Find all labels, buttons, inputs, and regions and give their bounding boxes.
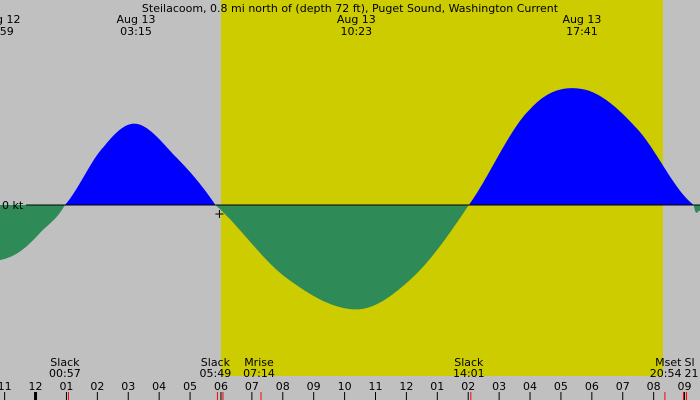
event-name-label: Slack [454,356,484,369]
ebb-area [215,205,469,310]
peak-time-label: 10:23 [340,25,372,38]
event-time-label: 14:01 [453,367,485,380]
peak-time-label: 03:15 [120,25,152,38]
ebb-area [693,205,700,213]
event-name-label: Sl [685,356,695,369]
peak-date-label: Aug 13 [337,13,376,26]
current-areas [0,88,700,310]
event-time-label: 21 [685,367,699,380]
hour-axis: 11 12 01 02 03 04 05 06 07 08 09 10 11 12 01 02 03 04 05 06… [0,380,692,400]
peak-date-label: g 12 [0,13,20,26]
hour-tick-label: 07 [616,380,630,393]
peak-time-label: 17:41 [566,25,598,38]
hour-tick-label: 11 [368,380,382,393]
hour-tick-label: 04 [152,380,166,393]
event-name-label: Slack [50,356,80,369]
hour-tick-label: 11 [0,380,12,393]
hour-tick-label: 12 [29,380,43,393]
event-time-label: 00:57 [49,367,81,380]
hour-tick-label: 06 [214,380,228,393]
flood-area [468,88,694,205]
hour-tick-label: 12 [399,380,413,393]
hour-tick-label: 09 [678,380,692,393]
event-name-label: Slack [201,356,231,369]
event-name-label: Mrise [244,356,274,369]
zero-kt-label: 0 kt [2,199,24,212]
hour-tick-label: 05 [554,380,568,393]
hour-tick-label: 08 [647,380,661,393]
hour-tick-label: 03 [121,380,135,393]
hour-tick-label: 06 [585,380,599,393]
hour-tick-label: 03 [492,380,506,393]
chart-title: Steilacoom, 0.8 mi north of (depth 72 ft… [142,2,559,15]
hour-tick-label: 04 [523,380,537,393]
ebb-area [0,205,65,261]
hour-tick-label: 02 [461,380,475,393]
hour-tick-label: 09 [307,380,321,393]
hour-tick-label: 01 [430,380,444,393]
peak-time-label: :59 [0,25,14,38]
flood-area [64,123,216,205]
crosshair-marker [215,210,224,218]
event-time-label: 20:54 [650,367,682,380]
event-time-label: 07:14 [243,367,275,380]
peak-date-label: Aug 13 [562,13,601,26]
hour-tick-label: 01 [59,380,73,393]
hour-tick-label: 08 [276,380,290,393]
hour-tick-label: 05 [183,380,197,393]
event-time-label: 05:49 [200,367,232,380]
hour-tick-label: 10 [338,380,352,393]
event-name-label: Mset [655,356,682,369]
peak-date-label: Aug 13 [116,13,155,26]
hour-tick-label: 07 [245,380,259,393]
hour-tick-label: 02 [90,380,104,393]
event-labels: Slack00:57Slack05:49Mrise07:14Slack14:01… [49,356,698,380]
